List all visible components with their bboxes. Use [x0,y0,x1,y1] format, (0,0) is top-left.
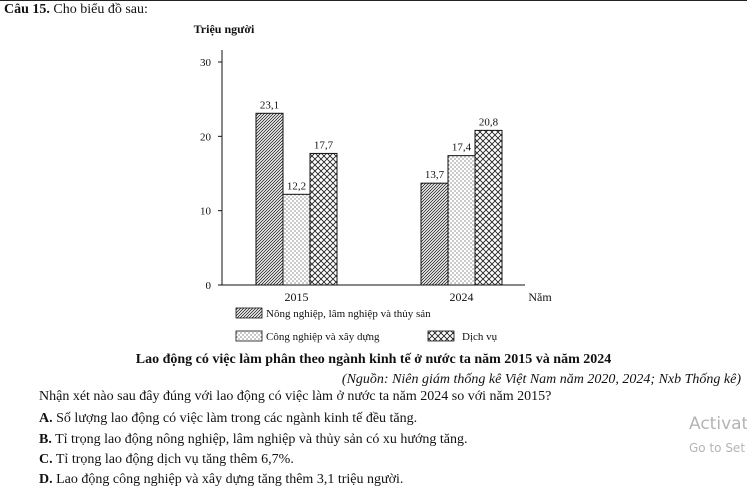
option-a-key: A. [39,411,53,426]
bar-value-label-2024-2: 20,8 [479,116,499,128]
bar-value-label-2024-0: 13,7 [425,169,445,181]
option-d[interactable]: D. Lao động công nghiệp và xây dựng tăng… [39,472,403,488]
option-c-text: Tỉ trọng lao động dịch vụ tăng thêm 6,7%… [55,452,294,467]
option-a[interactable]: A. Số lượng lao động có việc làm trong c… [39,411,417,427]
question-number: Câu 15. [4,2,50,17]
legend-swatch-1 [235,330,263,342]
y-tick-label-1: 10 [200,206,212,218]
chart-source: (Nguồn: Niên giám thống kê Việt Nam năm … [341,372,741,387]
bar-value-label-2015-0: 23,1 [260,99,279,111]
option-c-key: C. [39,452,53,467]
bar-2015-0 [255,112,284,286]
option-b-key: B. [39,432,52,447]
option-c[interactable]: C. Tỉ trọng lao động dịch vụ tăng thêm 6… [39,452,294,468]
activation-watermark: Activat [689,414,747,434]
option-d-key: D. [39,472,53,487]
option-d-text: Lao động công nghiệp và xây dựng tăng th… [56,472,404,487]
legend-label-1: Công nghiệp và xây dựng [266,331,380,343]
question-intro: Cho biểu đồ sau: [53,2,148,17]
top-rule [0,0,747,1]
question-prompt: Nhận xét nào sau đây đúng với lao động c… [39,389,552,404]
x-tick-label-2015: 2015 [285,290,309,304]
option-b[interactable]: B. Tỉ trọng lao động nông nghiệp, lâm ng… [39,432,467,448]
bar-2015-1 [282,193,311,286]
chart-title: Lao động có việc làm phân theo ngành kin… [135,352,612,367]
legend-label-2: Dịch vụ [462,331,498,343]
y-tick-label-3: 30 [200,57,212,69]
bar-chart: Triệu người 0 10 20 30 Năm 23,1 12,2 17,7 2015 13,… [194,22,553,343]
option-a-text: Số lượng lao động có việc làm trong các … [56,411,418,426]
x-tick-label-2024: 2024 [450,290,474,304]
bar-2024-0 [420,182,449,286]
bar-value-label-2024-1: 17,4 [452,142,472,154]
y-axis-label: Triệu người [194,22,255,36]
y-tick-label-2: 20 [200,131,212,143]
bar-value-label-2015-2: 17,7 [314,139,334,151]
legend-label-0: Nông nghiệp, lâm nghiệp và thủy sản [266,308,431,320]
question-header: Câu 15. Cho biểu đồ sau: [4,2,148,18]
activation-watermark-hint: Go to Set [689,441,746,455]
option-b-text: Tỉ trọng lao động nông nghiệp, lâm nghiệ… [55,432,468,447]
bar-2024-1 [447,155,476,286]
x-axis-label: Năm [528,290,552,304]
legend-swatch-2 [427,330,455,342]
bar-value-label-2015-1: 12,2 [287,180,306,192]
legend-swatch-0 [235,307,263,319]
y-tick-label-0: 0 [206,280,212,292]
bar-2015-2 [309,152,338,286]
bar-2024-2 [474,129,503,286]
